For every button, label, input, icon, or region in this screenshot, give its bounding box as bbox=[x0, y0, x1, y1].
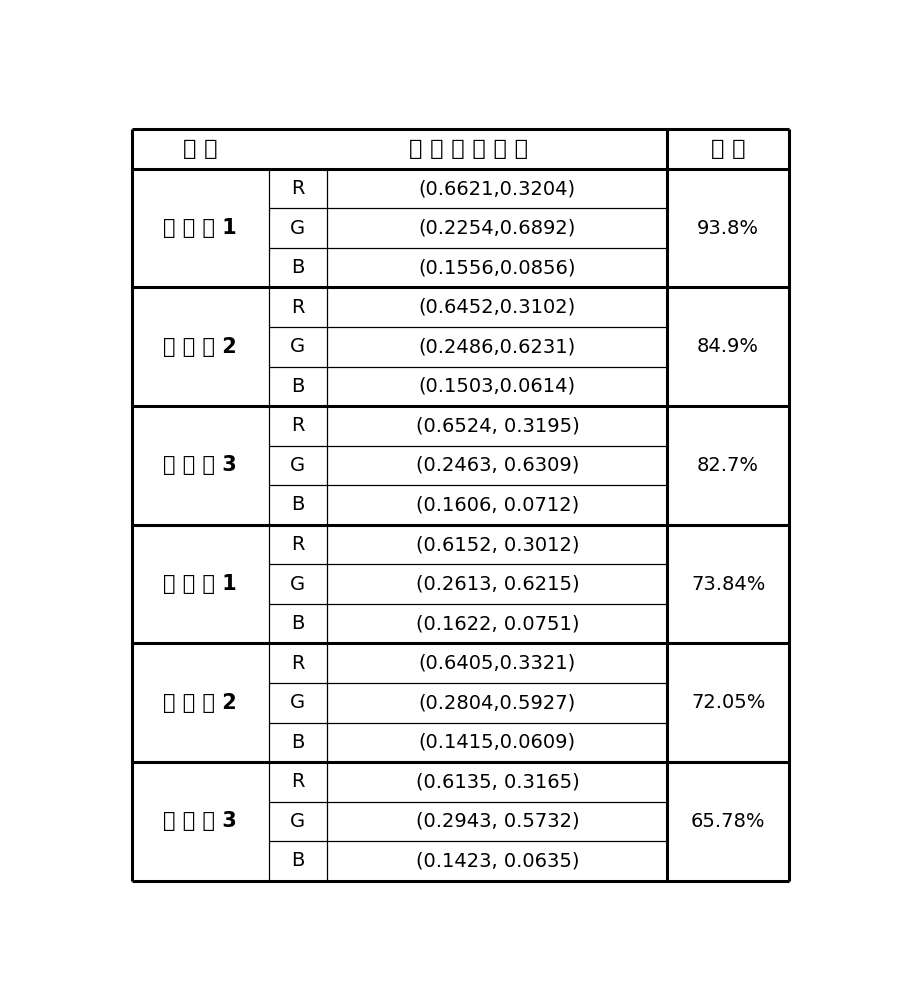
Text: G: G bbox=[290, 812, 305, 831]
Text: (0.6152, 0.3012): (0.6152, 0.3012) bbox=[416, 535, 579, 554]
Text: G: G bbox=[290, 575, 305, 594]
Text: G: G bbox=[290, 219, 305, 238]
Text: 72.05%: 72.05% bbox=[691, 693, 765, 712]
Text: (0.2486,0.6231): (0.2486,0.6231) bbox=[418, 337, 576, 356]
Text: B: B bbox=[291, 377, 304, 396]
Text: R: R bbox=[291, 416, 304, 435]
Text: R: R bbox=[291, 179, 304, 198]
Text: 对 照 组 2: 对 照 组 2 bbox=[163, 693, 237, 713]
Text: G: G bbox=[290, 456, 305, 475]
Text: G: G bbox=[290, 693, 305, 712]
Text: (0.2613, 0.6215): (0.2613, 0.6215) bbox=[416, 575, 579, 594]
Text: 对 照 组 3: 对 照 组 3 bbox=[163, 811, 237, 831]
Text: 实 验 组 1: 实 验 组 1 bbox=[163, 218, 237, 238]
Text: R: R bbox=[291, 654, 304, 673]
Text: 实 验 组 3: 实 验 组 3 bbox=[163, 455, 237, 475]
Text: (0.1556,0.0856): (0.1556,0.0856) bbox=[418, 258, 577, 277]
Text: B: B bbox=[291, 495, 304, 514]
Text: 色 域: 色 域 bbox=[711, 139, 745, 159]
Text: B: B bbox=[291, 851, 304, 870]
Text: (0.2254,0.6892): (0.2254,0.6892) bbox=[418, 219, 576, 238]
Text: (0.1606, 0.0712): (0.1606, 0.0712) bbox=[416, 495, 579, 514]
Text: R: R bbox=[291, 298, 304, 317]
Text: 实 验 组 2: 实 验 组 2 bbox=[163, 337, 237, 357]
Text: (0.1423, 0.0635): (0.1423, 0.0635) bbox=[416, 851, 579, 870]
Text: 65.78%: 65.78% bbox=[691, 812, 765, 831]
Text: R: R bbox=[291, 772, 304, 791]
Text: 项 目: 项 目 bbox=[183, 139, 217, 159]
Text: (0.2804,0.5927): (0.2804,0.5927) bbox=[418, 693, 576, 712]
Text: G: G bbox=[290, 337, 305, 356]
Text: (0.1415,0.0609): (0.1415,0.0609) bbox=[418, 733, 576, 752]
Text: (0.6524, 0.3195): (0.6524, 0.3195) bbox=[416, 416, 579, 435]
Text: 84.9%: 84.9% bbox=[697, 337, 759, 356]
Text: (0.2463, 0.6309): (0.2463, 0.6309) bbox=[416, 456, 579, 475]
Text: 93.8%: 93.8% bbox=[697, 219, 759, 238]
Text: 82.7%: 82.7% bbox=[697, 456, 759, 475]
Text: 色 域 图 形 坐 标: 色 域 图 形 坐 标 bbox=[409, 139, 527, 159]
Text: 73.84%: 73.84% bbox=[691, 575, 765, 594]
Text: (0.6135, 0.3165): (0.6135, 0.3165) bbox=[416, 772, 579, 791]
Text: (0.6621,0.3204): (0.6621,0.3204) bbox=[418, 179, 576, 198]
Text: (0.6405,0.3321): (0.6405,0.3321) bbox=[418, 654, 576, 673]
Text: (0.1622, 0.0751): (0.1622, 0.0751) bbox=[416, 614, 579, 633]
Text: B: B bbox=[291, 614, 304, 633]
Text: (0.6452,0.3102): (0.6452,0.3102) bbox=[418, 298, 576, 317]
Text: R: R bbox=[291, 535, 304, 554]
Text: B: B bbox=[291, 258, 304, 277]
Text: (0.2943, 0.5732): (0.2943, 0.5732) bbox=[416, 812, 579, 831]
Text: 对 照 组 1: 对 照 组 1 bbox=[163, 574, 237, 594]
Text: (0.1503,0.0614): (0.1503,0.0614) bbox=[418, 377, 576, 396]
Text: B: B bbox=[291, 733, 304, 752]
